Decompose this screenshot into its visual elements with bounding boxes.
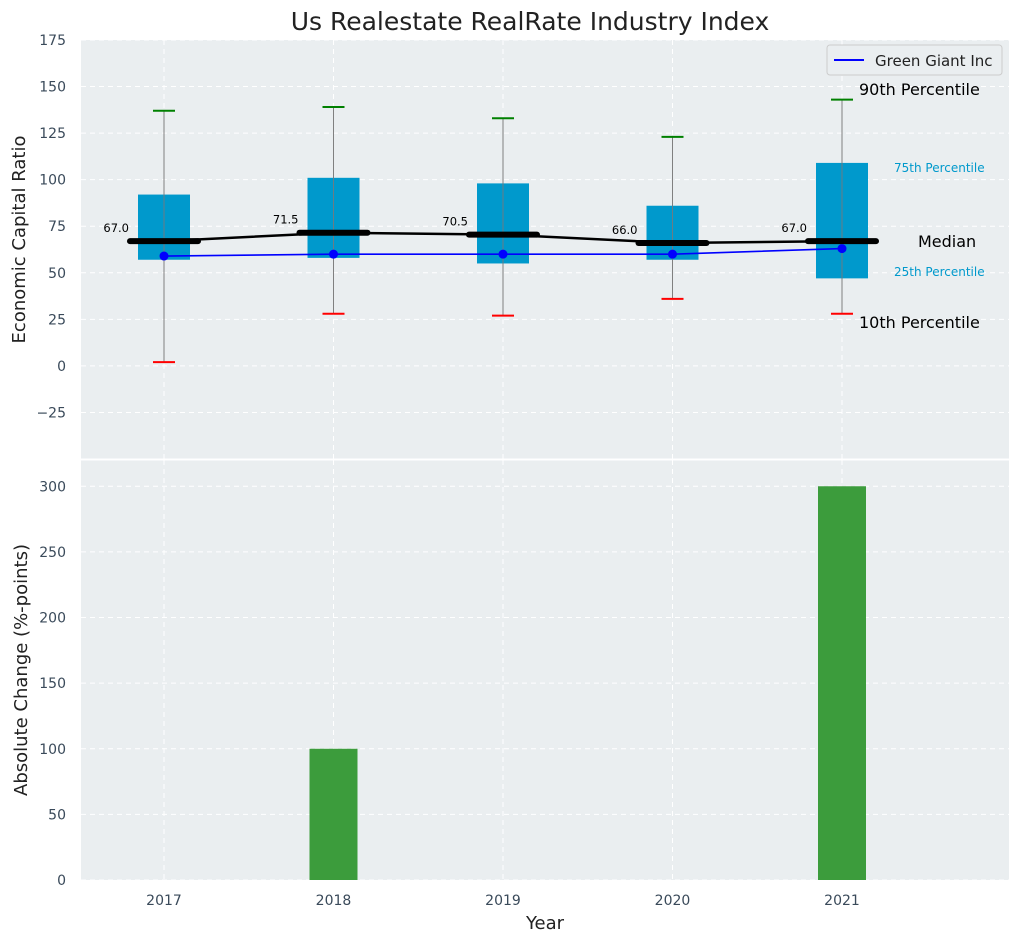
x-tick-label: 2018 [316, 893, 352, 909]
annotation-p10: 10th Percentile [859, 313, 980, 332]
top-y-tick-label: −25 [36, 405, 66, 421]
median-value-label: 67.0 [781, 221, 807, 235]
bottom-y-tick-label: 300 [39, 479, 66, 495]
annotation-p90: 90th Percentile [859, 80, 980, 99]
x-tick-label: 2017 [146, 893, 182, 909]
legend-label: Green Giant Inc [875, 52, 993, 70]
top-y-tick-label: 175 [39, 33, 66, 49]
top-y-tick-label: 100 [39, 173, 66, 189]
annotation-p75: 75th Percentile [894, 161, 985, 175]
top-y-tick-label: 25 [48, 312, 66, 328]
series-point [498, 249, 508, 259]
top-plot-area [81, 40, 1009, 459]
series-point [837, 244, 847, 254]
top-y-tick-label: 0 [57, 359, 66, 375]
median-value-label: 70.5 [442, 215, 468, 229]
top-y-tick-label: 150 [39, 80, 66, 96]
series-point [159, 251, 169, 261]
top-y-axis-label: Economic Capital Ratio [9, 136, 30, 344]
legend: Green Giant Inc [826, 44, 1003, 76]
x-tick-label: 2020 [655, 893, 691, 909]
bottom-y-tick-label: 50 [48, 807, 66, 823]
x-tick-label: 2019 [485, 893, 521, 909]
bottom-plot-area [81, 460, 1009, 880]
annotation-median: Median [918, 232, 976, 251]
chart-title: Us Realestate RealRate Industry Index [291, 7, 770, 36]
bottom-y-tick-label: 250 [39, 545, 66, 561]
change-bar [309, 748, 358, 880]
median-value-label: 66.0 [612, 223, 638, 237]
bottom-y-tick-label: 150 [39, 676, 66, 692]
x-axis-label: Year [525, 913, 565, 934]
top-y-tick-label: 50 [48, 266, 66, 282]
median-value-label: 67.0 [103, 221, 129, 235]
median-value-label: 71.5 [273, 213, 299, 227]
x-tick-label: 2021 [824, 893, 860, 909]
bottom-y-tick-label: 100 [39, 742, 66, 758]
bottom-y-tick-label: 0 [57, 873, 66, 889]
change-bar [818, 486, 866, 880]
legend-box [826, 44, 1003, 76]
series-point [668, 249, 677, 259]
series-point [329, 249, 338, 259]
bottom-y-axis-label: Absolute Change (%-points) [11, 544, 32, 796]
top-y-tick-label: 125 [39, 126, 66, 142]
bottom-y-tick-label: 200 [39, 611, 66, 627]
top-y-tick-label: 75 [48, 219, 66, 235]
annotation-p25: 25th Percentile [894, 265, 985, 279]
